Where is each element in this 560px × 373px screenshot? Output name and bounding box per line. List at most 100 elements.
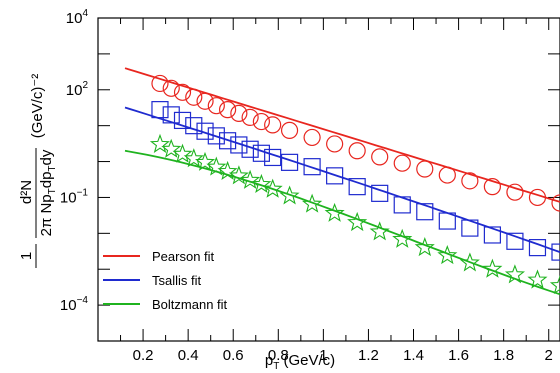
y-axis-title-prefix: 1 bbox=[18, 252, 35, 260]
data-point bbox=[279, 185, 300, 205]
data-point bbox=[483, 226, 501, 244]
data-point bbox=[528, 188, 547, 207]
data-point bbox=[207, 97, 225, 115]
y-tick-base: 10 bbox=[66, 10, 83, 27]
y-axis-title-den-end: dy bbox=[38, 149, 55, 165]
data-point bbox=[461, 172, 479, 190]
data-point bbox=[438, 212, 456, 230]
data-point bbox=[301, 193, 323, 213]
data-point bbox=[194, 151, 216, 171]
x-axis-title-unit: (GeV/c) bbox=[279, 352, 335, 369]
data-point bbox=[416, 203, 434, 221]
y-tick-label: 10−1 bbox=[60, 187, 89, 206]
data-point bbox=[196, 92, 214, 110]
x-tick-label: 1.2 bbox=[358, 347, 379, 364]
x-tick-label: 1.4 bbox=[403, 347, 424, 364]
y-axis-title-denominator: 2π NpTdpTdy bbox=[38, 149, 58, 236]
x-tick-label: 0.8 bbox=[268, 347, 289, 364]
y-tick-label: 10−4 bbox=[60, 295, 89, 314]
x-tick-label: 0.4 bbox=[178, 347, 199, 364]
x-axis-title: pT (GeV/c) bbox=[265, 352, 335, 372]
data-point bbox=[348, 142, 366, 160]
data-point bbox=[324, 202, 345, 222]
y-axis-title-den-sub2: T bbox=[47, 165, 58, 171]
x-tick-label: 1 bbox=[319, 347, 327, 364]
data-point bbox=[240, 169, 261, 189]
data-point bbox=[230, 136, 248, 154]
y-tick-exp: 2 bbox=[82, 80, 88, 91]
data-point bbox=[228, 165, 249, 185]
data-point bbox=[347, 211, 368, 232]
data-point bbox=[264, 116, 282, 134]
y-axis-title-den-sub: T bbox=[47, 188, 58, 194]
data-point bbox=[483, 178, 501, 196]
data-point bbox=[528, 239, 547, 257]
y-tick-exp: −4 bbox=[77, 295, 89, 306]
data-point bbox=[149, 133, 170, 153]
y-tick-label: 102 bbox=[66, 80, 89, 99]
data-point bbox=[151, 74, 169, 93]
data-point bbox=[151, 101, 169, 119]
y-axis-title: 1 d²N 2π NpTdpTdy (GeV/c)⁻² bbox=[18, 74, 58, 268]
data-point bbox=[252, 112, 270, 131]
data-point bbox=[438, 166, 456, 184]
data-point bbox=[217, 160, 238, 180]
data-point bbox=[506, 232, 524, 250]
data-point bbox=[303, 128, 321, 147]
data-point bbox=[414, 237, 435, 257]
legend-label: Tsallis fit bbox=[152, 273, 202, 288]
x-axis-title-main: p bbox=[265, 352, 273, 369]
data-point bbox=[461, 219, 479, 237]
data-point bbox=[252, 144, 270, 162]
data-point bbox=[303, 158, 321, 176]
data-points-group bbox=[149, 74, 560, 295]
y-axis-title-num: d²N bbox=[18, 180, 35, 204]
data-point bbox=[280, 153, 299, 171]
data-point bbox=[185, 88, 203, 106]
data-point bbox=[172, 143, 193, 163]
data-point bbox=[527, 269, 548, 289]
data-point bbox=[551, 194, 560, 212]
x-tick-label: 2 bbox=[545, 347, 553, 364]
data-point bbox=[218, 101, 237, 119]
data-point bbox=[173, 111, 192, 130]
data-point bbox=[241, 108, 259, 126]
y-tick-base: 10 bbox=[66, 82, 83, 99]
x-tick-label: 1.6 bbox=[448, 347, 469, 364]
y-axis-title-unit: (GeV/c)⁻² bbox=[29, 74, 46, 139]
data-point bbox=[504, 264, 526, 284]
data-point bbox=[326, 167, 344, 185]
data-point bbox=[437, 245, 458, 265]
data-point bbox=[326, 135, 344, 153]
data-point bbox=[185, 117, 203, 135]
y-tick-exp: −1 bbox=[77, 187, 89, 198]
data-point bbox=[392, 228, 413, 248]
legend-label: Boltzmann fit bbox=[152, 297, 228, 312]
y-axis-title-den-main: 2π Np bbox=[38, 194, 55, 236]
legend: Pearson fit Tsallis fit Boltzmann fit bbox=[103, 249, 228, 312]
data-point bbox=[393, 154, 411, 172]
data-point bbox=[162, 79, 180, 97]
y-tick-label: 104 bbox=[66, 8, 89, 27]
data-point bbox=[264, 148, 282, 167]
data-point bbox=[549, 275, 560, 295]
x-axis-title-sub: T bbox=[273, 361, 279, 372]
data-point bbox=[196, 122, 214, 140]
data-point bbox=[161, 138, 182, 158]
data-point bbox=[230, 104, 248, 122]
data-point bbox=[207, 127, 225, 145]
data-point bbox=[369, 221, 390, 241]
data-point bbox=[162, 106, 180, 124]
data-point bbox=[482, 258, 503, 278]
data-point bbox=[206, 156, 227, 176]
data-point bbox=[416, 160, 434, 178]
y-tick-base: 10 bbox=[60, 189, 77, 206]
x-tick-label: 0.6 bbox=[223, 347, 244, 364]
plot-frame bbox=[97, 17, 560, 342]
data-point bbox=[506, 183, 524, 201]
data-point bbox=[393, 196, 411, 214]
y-tick-base: 10 bbox=[60, 297, 77, 314]
y-axis-title-den-tail: dp bbox=[38, 172, 55, 189]
